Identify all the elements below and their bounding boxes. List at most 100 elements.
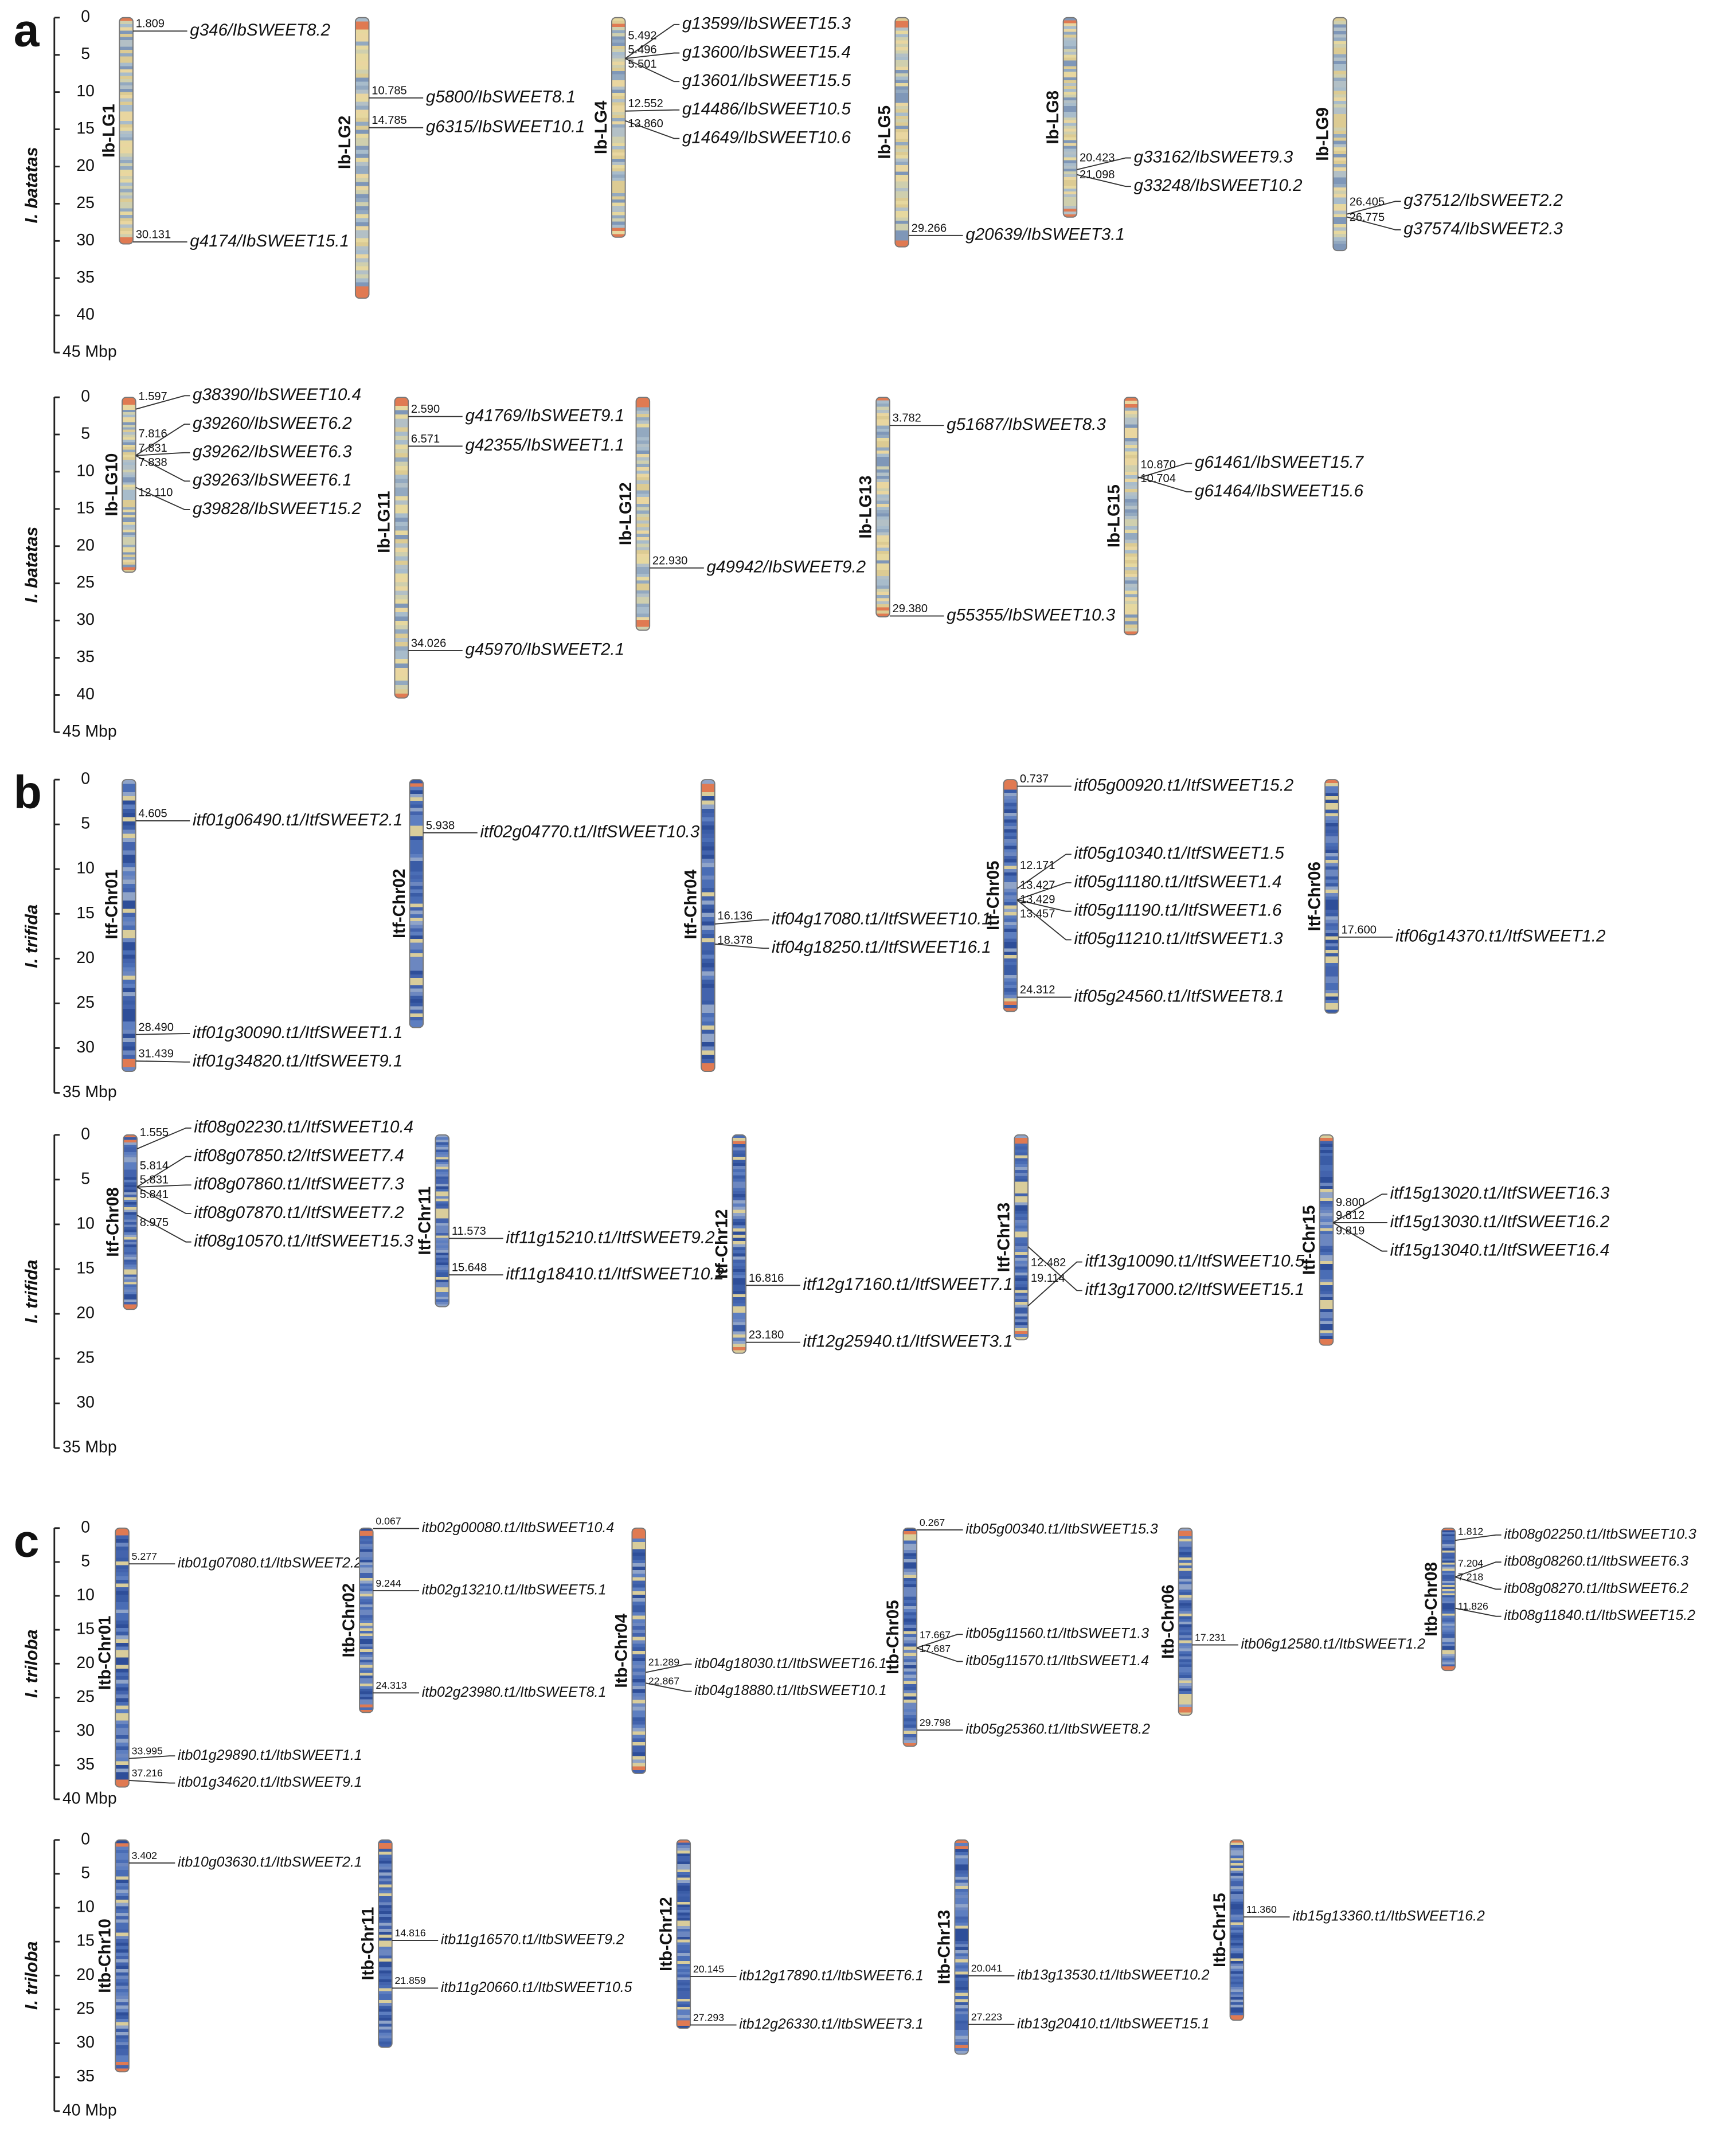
chromosome	[1324, 779, 1339, 1014]
gene-name: g51687/IbSWEET8.3	[947, 415, 1106, 434]
chromosome-name: Itb-Chr01	[95, 1616, 114, 1690]
panel-letter: b	[14, 767, 42, 819]
gene-name: itb01g29890.t1/ItbSWEET1.1	[178, 1748, 362, 1763]
gene-name: itb13g13530.t1/ItbSWEET10.2	[1017, 1967, 1210, 1983]
y-tick-label: 30	[76, 231, 95, 249]
gene-name: itb08g08260.t1/ItbSWEET6.3	[1504, 1554, 1688, 1569]
y-tick-label: 20	[76, 1654, 95, 1672]
gene-name: itf12g17160.t1/ItfSWEET7.1	[803, 1275, 1012, 1294]
gene-name: g37574/IbSWEET2.3	[1403, 220, 1563, 238]
gene-name: itf08g07850.t2/ItfSWEET7.4	[194, 1146, 404, 1165]
gene-position: 12.552	[628, 97, 663, 110]
chromosome-name: Itf-Chr08	[104, 1187, 123, 1257]
y-tick-label: 5	[81, 45, 90, 63]
gene-name: itb08g11840.t1/ItbSWEET15.2	[1504, 1608, 1695, 1623]
y-tick-label: 45 Mbp	[62, 343, 117, 361]
gene-name: itf11g15210.t1/ItfSWEET9.2	[506, 1228, 714, 1247]
chromosome-name: Ib-LG12	[616, 482, 635, 545]
y-tick-label: 20	[76, 1304, 95, 1322]
gene-link	[714, 919, 769, 925]
y-tick-label: 0	[81, 1125, 90, 1143]
chromosome	[635, 397, 651, 631]
chromosome	[122, 397, 136, 573]
gene-link	[1027, 1246, 1082, 1291]
gene-position: 31.439	[138, 1047, 173, 1060]
gene-name: itf04g18250.t1/ItfSWEET16.1	[772, 938, 991, 957]
gene-link	[1332, 1222, 1387, 1252]
gene-position: 7.816	[138, 428, 167, 440]
chromosome-name: Ib-LG10	[102, 453, 121, 516]
chromosome-name: Itf-Chr02	[390, 869, 409, 938]
chromosome	[1332, 17, 1347, 252]
gene-link	[1332, 1193, 1387, 1223]
gene-name: g39263/IbSWEET6.1	[193, 471, 352, 490]
chromosome-name: Itb-Chr15	[1210, 1893, 1229, 1967]
gene-link	[645, 1682, 692, 1692]
gene-name: itb05g00340.t1/ItbSWEET15.3	[965, 1521, 1158, 1537]
y-tick-label: 35	[76, 268, 95, 287]
chromosome	[359, 1527, 374, 1713]
chromosome	[954, 1839, 969, 2055]
gene-position: 9.812	[1336, 1209, 1364, 1222]
gene-link	[1077, 157, 1131, 170]
gene-link	[625, 58, 680, 83]
gene-position: 10.785	[372, 84, 406, 97]
chromosome	[115, 1527, 130, 1788]
gene-name: g61464/IbSWEET15.6	[1195, 482, 1364, 500]
gene-position: 7.838	[138, 456, 167, 469]
gene-position: 27.223	[971, 2011, 1002, 2023]
gene-name: itf02g04770.t1/ItfSWEET10.3	[480, 823, 700, 841]
gene-position: 17.687	[920, 1643, 951, 1654]
gene-name: itf13g17000.t2/ItfSWEET15.1	[1085, 1280, 1304, 1299]
y-tick-label: 15	[76, 119, 95, 138]
chromosome-name: Itb-Chr02	[339, 1583, 358, 1658]
gene-position: 21.289	[648, 1657, 679, 1668]
gene-name: itf11g18410.t1/ItfSWEET10.2	[506, 1265, 724, 1283]
chromosome	[894, 17, 909, 248]
gene-position: 4.605	[138, 807, 167, 820]
gene-position: 1.597	[138, 390, 167, 403]
chromosome	[1319, 1134, 1334, 1346]
gene-link	[1077, 174, 1131, 187]
y-tick-label: 30	[76, 610, 95, 629]
chromosome	[123, 1134, 138, 1310]
gene-position: 5.277	[132, 1551, 157, 1562]
gene-link	[1455, 1576, 1502, 1590]
gene-position: 12.110	[138, 487, 173, 499]
y-tick-label: 30	[76, 1038, 95, 1056]
gene-link	[136, 1127, 191, 1149]
gene-link	[1455, 1561, 1502, 1578]
y-tick-label: 30	[76, 1721, 95, 1740]
gene-name: g14649/IbSWEET10.6	[682, 128, 851, 147]
gene-link	[625, 120, 680, 139]
gene-link	[1016, 882, 1072, 901]
gene-link	[1027, 1261, 1082, 1306]
gene-name: itf08g10570.t1/ItfSWEET15.3	[194, 1231, 413, 1250]
chromosome-name: Itb-Chr11	[358, 1907, 377, 1980]
gene-position: 5.492	[628, 29, 656, 42]
gene-position: 10.870	[1140, 459, 1175, 471]
y-tick-label: 0	[81, 7, 90, 26]
gene-position: 1.555	[140, 1126, 169, 1139]
y-tick-label: 25	[76, 1999, 95, 2018]
gene-name: itf08g07860.t1/ItfSWEET7.3	[194, 1175, 404, 1193]
chromosome-name: Ib-LG4	[592, 100, 611, 154]
y-tick-label: 5	[81, 1169, 90, 1188]
gene-name: itf13g10090.t1/ItfSWEET10.5	[1085, 1251, 1304, 1270]
gene-name: itf15g13020.t1/ItfSWEET16.3	[1390, 1184, 1610, 1203]
y-tick-label: 0	[81, 770, 90, 788]
chromosome-name: Itf-Chr12	[713, 1210, 732, 1279]
gene-link	[128, 1755, 175, 1759]
gene-link	[135, 455, 190, 482]
gene-position: 11.826	[1458, 1600, 1488, 1612]
gene-name: g33162/IbSWEET9.3	[1134, 147, 1293, 166]
chromosome	[611, 17, 626, 238]
gene-name: g33248/IbSWEET10.2	[1134, 176, 1303, 195]
y-tick-label: 0	[81, 387, 90, 406]
chromosome	[902, 1527, 918, 1747]
gene-name: itf05g10340.t1/ItfSWEET1.5	[1074, 844, 1285, 863]
gene-name: itf05g11180.t1/ItfSWEET1.4	[1074, 872, 1282, 891]
gene-name: itb02g00080.t1/ItbSWEET10.4	[422, 1520, 614, 1536]
chromosome-name: Itb-Chr12	[657, 1897, 676, 1971]
gene-name: itb11g20660.t1/ItbSWEET10.5	[441, 1980, 632, 1995]
